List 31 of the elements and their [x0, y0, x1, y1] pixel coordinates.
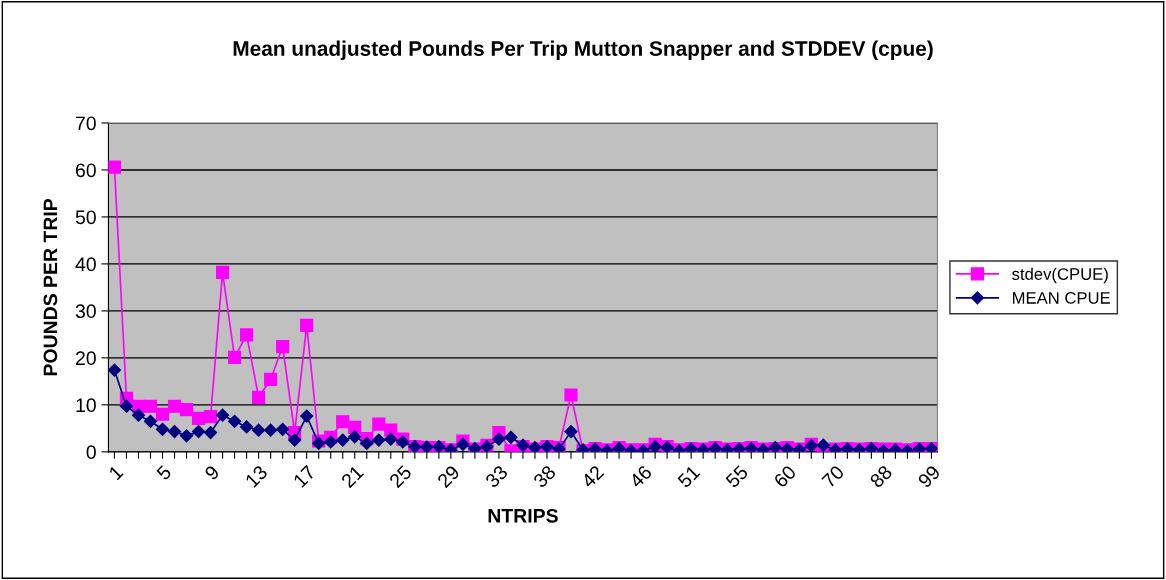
- x-tick-label: 33: [484, 464, 509, 489]
- chart-title: Mean unadjusted Pounds Per Trip Mutton Snapper and STDDEV (cpue): [233, 40, 933, 61]
- legend-label: stdev(CPUE): [1012, 267, 1108, 284]
- y-tick-label: 70: [76, 116, 96, 131]
- y-tick-label: 50: [75, 210, 96, 225]
- x-tick-label: 9: [203, 464, 221, 481]
- y-tick-label: 20: [75, 351, 96, 366]
- y-tick-label: 10: [76, 398, 96, 413]
- x-tick-label: 38: [532, 464, 557, 489]
- x-tick-label: 21: [340, 464, 365, 489]
- x-tick-label: 99: [917, 464, 941, 489]
- x-tick-label: 5: [155, 464, 173, 481]
- legend-label: MEAN CPUE: [1012, 292, 1110, 304]
- x-tick-label: 42: [580, 464, 605, 489]
- x-tick-label: 46: [628, 464, 653, 489]
- x-tick-label: 70: [821, 464, 845, 489]
- x-tick-label: 55: [724, 464, 749, 489]
- y-axis-title: POUNDS PER TRIP: [43, 198, 58, 376]
- x-tick-label: 60: [773, 464, 797, 489]
- x-tick-label: 17: [292, 464, 316, 488]
- y-tick-label: 40: [75, 257, 96, 272]
- x-tick-label: 1: [108, 464, 124, 481]
- x-tick-label: 13: [244, 464, 269, 488]
- x-axis-title: NTRIPS: [488, 508, 558, 523]
- x-tick-label: 51: [676, 464, 701, 489]
- y-tick-label: 30: [75, 304, 96, 319]
- x-tick-label: 25: [388, 464, 413, 489]
- x-tick-label: 88: [869, 464, 893, 489]
- x-tick-label: 29: [436, 464, 461, 489]
- y-tick-label: 0: [86, 445, 96, 460]
- y-tick-label: 60: [75, 163, 96, 178]
